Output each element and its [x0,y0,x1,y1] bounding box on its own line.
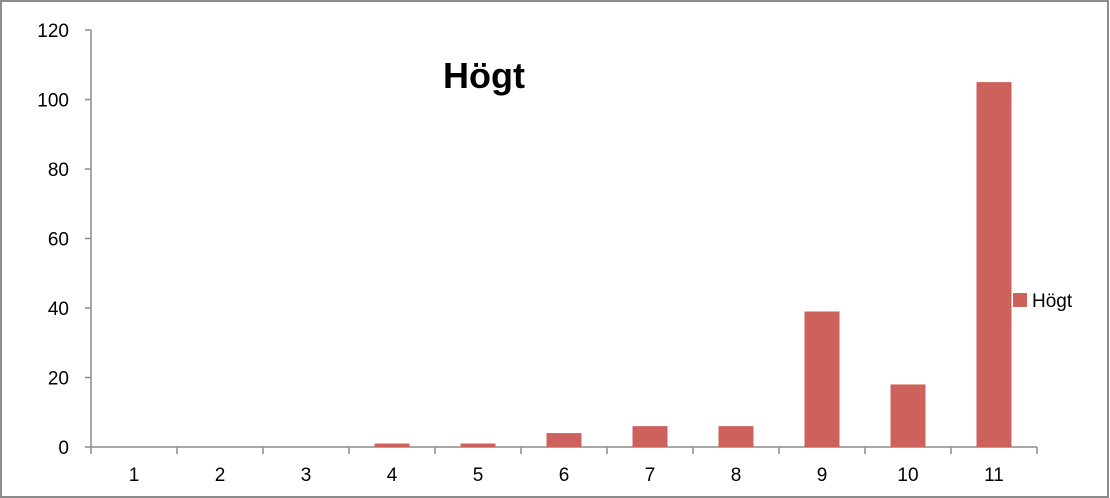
bar [804,311,840,447]
y-tick-label: 80 [48,160,69,181]
x-tick-label: 5 [473,465,484,486]
y-tick-label: 100 [37,91,69,112]
x-tick-label: 8 [731,465,742,486]
x-tick-label: 9 [817,465,828,486]
x-tick-label: 6 [559,465,570,486]
bar [632,426,668,447]
tick-labels: 0 20 40 60 80 100 120 1 2 3 4 5 6 7 8 9 10 11 [37,21,1004,486]
bar [460,443,496,447]
x-tick-label: 1 [129,465,140,486]
y-tick-label: 0 [58,438,69,459]
legend-label: Högt [1032,291,1073,312]
x-tick-label: 3 [301,465,312,486]
y-tick-label: 120 [37,21,69,42]
bar [976,82,1012,447]
bar [718,426,754,447]
x-tick-label: 11 [984,465,1004,486]
legend-swatch [1013,293,1027,307]
x-tick-label: 4 [387,465,398,486]
y-tick-label: 20 [48,369,69,390]
chart-title: Högt [443,55,525,96]
bar [546,433,582,447]
y-tick-label: 60 [48,230,69,251]
x-tick-label: 7 [645,465,656,486]
x-tick-label: 10 [897,465,918,486]
bar [374,443,410,447]
x-tick-label: 2 [215,465,226,486]
legend: Högt [1013,291,1073,312]
bar [890,384,926,447]
bars [374,82,1012,447]
y-tick-label: 40 [48,299,69,320]
